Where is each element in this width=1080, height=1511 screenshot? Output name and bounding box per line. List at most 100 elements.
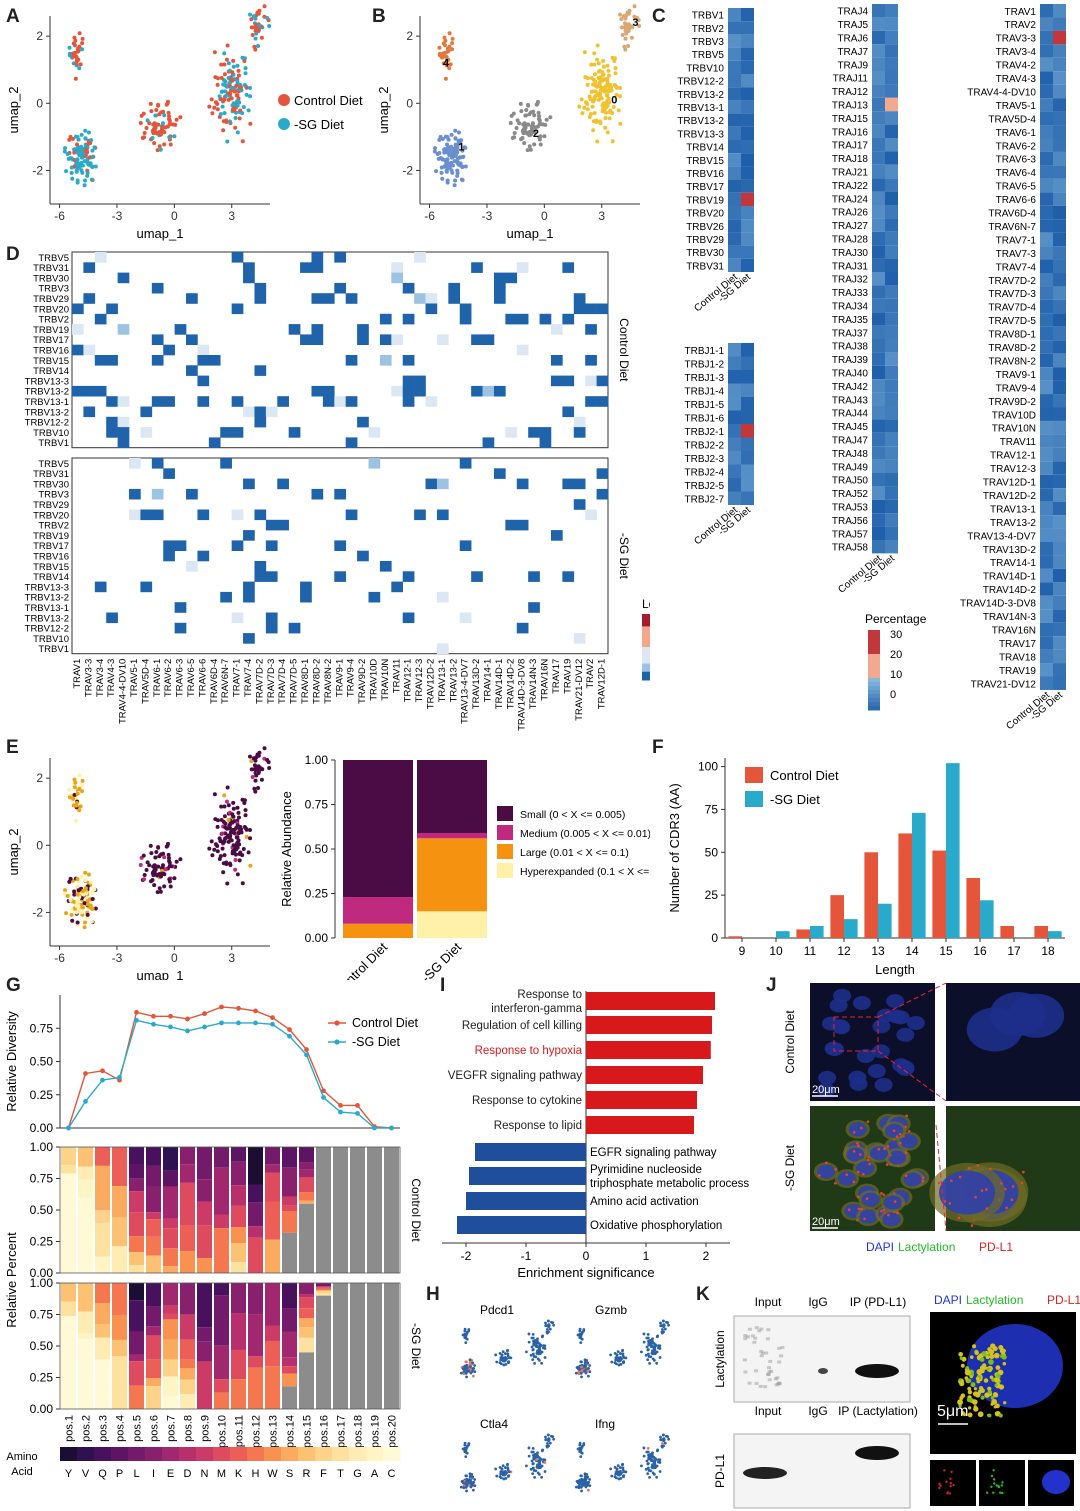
umap-point xyxy=(256,28,261,33)
umap-point xyxy=(222,72,227,77)
pdl1-punctum xyxy=(847,1208,851,1212)
umap-point xyxy=(163,125,168,130)
feature-point xyxy=(660,1330,664,1334)
stacked-bar-segment xyxy=(146,1306,161,1327)
panel-label-k: K xyxy=(696,1284,710,1305)
stacked-bar-segment xyxy=(282,1147,297,1168)
heatmap-cell xyxy=(562,262,575,273)
umap-point xyxy=(594,93,599,98)
nucleus-blob xyxy=(848,1122,867,1137)
umap-point xyxy=(524,107,529,112)
gene-label: Ifng xyxy=(595,1417,615,1431)
feature-point xyxy=(659,1321,662,1325)
feature-point xyxy=(498,1361,502,1365)
umap-point xyxy=(67,879,72,884)
heatmap-cell xyxy=(741,464,754,478)
legend-gradient-step xyxy=(642,667,650,673)
heatmap-cell xyxy=(334,571,347,582)
umap-point xyxy=(157,854,162,859)
x-tick-label: pos.2 xyxy=(81,1415,93,1442)
feature-point xyxy=(545,1444,549,1448)
feature-point xyxy=(495,1360,499,1364)
heatmap-cell xyxy=(72,344,84,356)
stacked-bar-segment xyxy=(214,1167,229,1215)
feature-point xyxy=(649,1469,653,1473)
x-tick-label: pos.13 xyxy=(268,1415,280,1448)
feature-point xyxy=(619,1352,622,1355)
heatmap-cell xyxy=(741,21,754,35)
heatmap-row-label: TRAV9-4 xyxy=(996,383,1037,394)
heatmap-cell xyxy=(885,84,898,98)
y-tick-label: -2 xyxy=(32,163,43,177)
stacked-bar-segment xyxy=(367,1283,382,1409)
feature-point xyxy=(533,1361,536,1365)
blot-smear xyxy=(759,1354,764,1358)
bar xyxy=(796,929,810,938)
heatmap-row-label: TRBV13-2 xyxy=(25,613,69,624)
heatmap-cell xyxy=(885,218,898,232)
feature-point xyxy=(588,1370,592,1374)
feature-point xyxy=(506,1474,510,1478)
umap-point xyxy=(589,75,594,80)
umap-point xyxy=(512,135,517,140)
legend-swatch xyxy=(278,118,290,130)
umap-point xyxy=(153,113,158,118)
heatmap-cell xyxy=(872,97,885,112)
heatmap-cell xyxy=(1040,151,1053,166)
nucleus-blob xyxy=(829,998,848,1013)
heatmap-cell xyxy=(174,602,187,613)
umap-point xyxy=(223,89,228,94)
heatmap-row-label: TRBV19 xyxy=(33,325,69,336)
umap-point xyxy=(79,132,84,137)
nucleus-blob xyxy=(903,1172,922,1187)
umap-point xyxy=(632,4,637,9)
heatmap-row-label: TRBV5 xyxy=(38,459,69,470)
stacked-bar-segment xyxy=(129,1178,144,1192)
heatmap-col-label: TRAV17 xyxy=(551,659,562,694)
feature-point xyxy=(662,1437,666,1441)
heatmap-cell xyxy=(728,478,741,492)
heatmap-cell xyxy=(872,272,885,286)
feature-point xyxy=(648,1475,651,1479)
heatmap-cell xyxy=(741,113,754,127)
x-tick-label: pos.8 xyxy=(183,1415,195,1442)
stacked-bar-segment xyxy=(214,1147,229,1168)
heatmap-cell xyxy=(550,355,563,366)
heatmap-cell xyxy=(402,313,415,325)
feature-point xyxy=(462,1486,466,1490)
bar xyxy=(1034,926,1048,938)
zoom-guide xyxy=(877,982,947,1018)
heatmap-row-label: TRAV12-3 xyxy=(990,464,1036,475)
stacked-bar-segment xyxy=(214,1392,229,1409)
heatmap-cell xyxy=(885,419,898,433)
y-tick-label: 0 xyxy=(36,96,43,110)
stacked-bar-segment xyxy=(384,1283,399,1409)
amino-acid-key-swatch xyxy=(281,1447,299,1461)
x-tick-label: 10 xyxy=(769,944,783,958)
legend-gradient-step xyxy=(642,655,650,660)
channel-signal xyxy=(949,1482,953,1485)
heatmap-cell xyxy=(885,325,898,339)
feature-point xyxy=(614,1472,618,1476)
heatmap-row-label: TRBV16 xyxy=(33,552,69,563)
stacked-bar-segment xyxy=(417,911,487,938)
umap-point xyxy=(447,31,452,36)
stacked-bar-segment xyxy=(316,1293,331,1296)
umap-point xyxy=(72,35,77,40)
umap-point xyxy=(514,125,519,130)
heatmap-cell xyxy=(728,491,741,505)
series-point xyxy=(66,1125,71,1131)
umap-point xyxy=(68,156,73,161)
pdl1-punctum xyxy=(984,1188,988,1191)
heatmap-cell xyxy=(728,370,741,384)
heatmap-cell xyxy=(741,397,754,411)
y-tick-label: 0.75 xyxy=(30,1021,54,1035)
stacked-bar-segment xyxy=(265,1340,280,1367)
channel-signal xyxy=(997,1485,1001,1489)
heatmap-cell xyxy=(1040,165,1053,179)
channel-signal xyxy=(945,1480,948,1483)
feature-point xyxy=(642,1446,646,1450)
feature-point xyxy=(580,1365,583,1369)
stacked-bar-segment xyxy=(231,1147,246,1162)
umap-point xyxy=(76,165,81,170)
